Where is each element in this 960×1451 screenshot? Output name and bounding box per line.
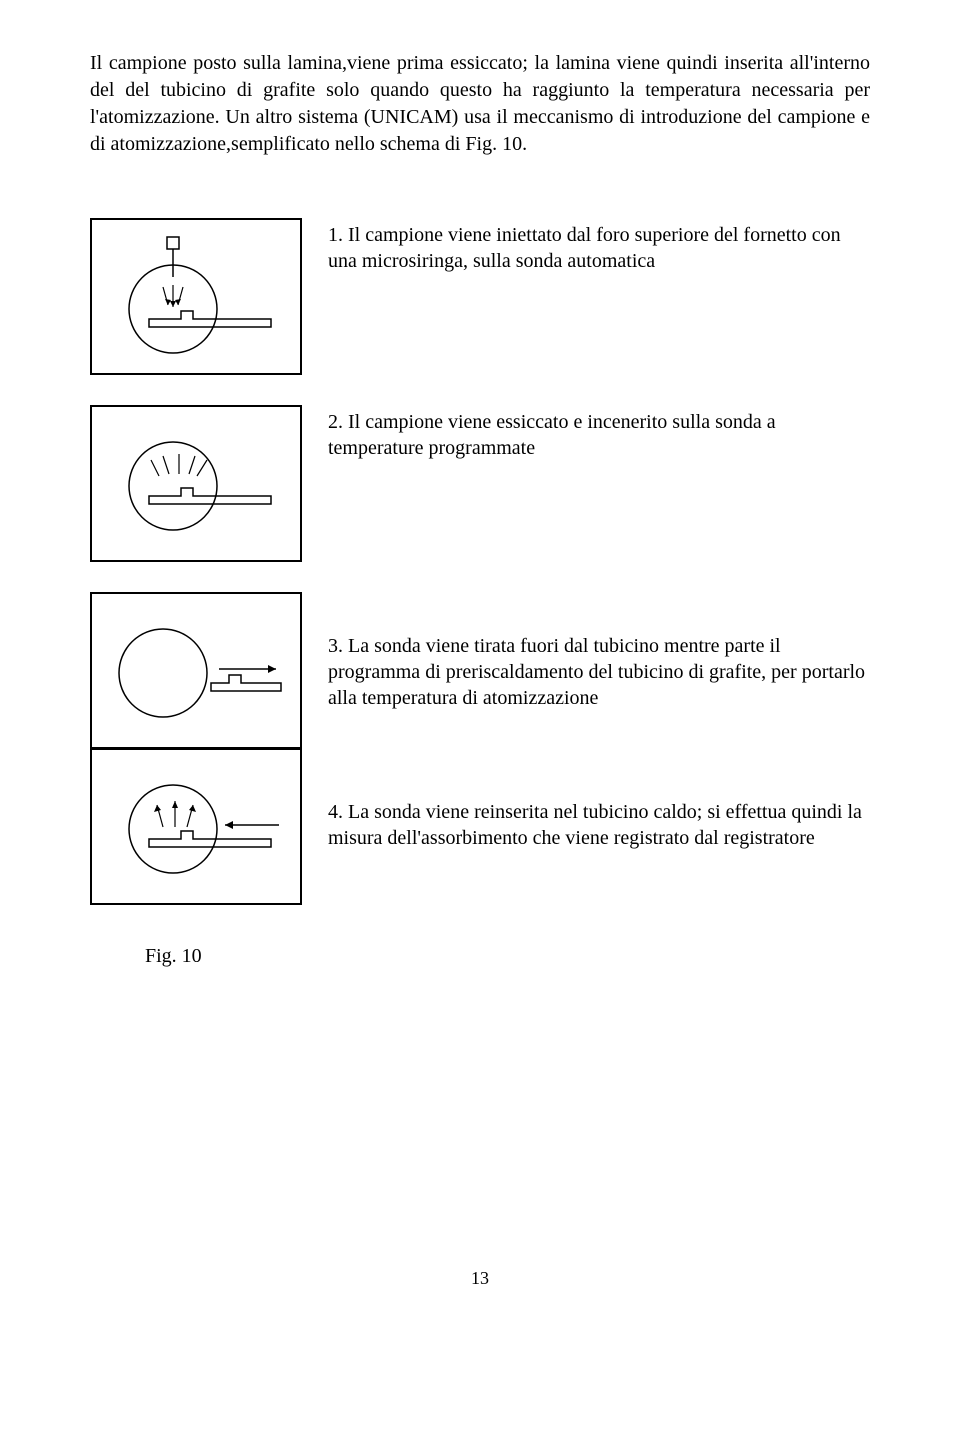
diagram-cell-1	[90, 218, 302, 375]
step-2-text: 2. Il campione viene essiccato e incener…	[302, 405, 870, 461]
diagram-svg-2	[101, 414, 291, 554]
figure-label: Fig. 10	[145, 945, 870, 968]
diagram-cell-4	[90, 748, 302, 905]
diagram-row-1: 1. Il campione viene iniettato dal foro …	[90, 218, 870, 375]
diagram-svg-4	[101, 757, 291, 897]
diagram-cell-2	[90, 405, 302, 562]
diagram-row-3-4: 3. La sonda viene tirata fuori dal tubic…	[90, 592, 870, 905]
step-1-text: 1. Il campione viene iniettato dal foro …	[302, 218, 870, 274]
diagram-row-2: 2. Il campione viene essiccato e incener…	[90, 405, 870, 562]
step-3-text: 3. La sonda viene tirata fuori dal tubic…	[328, 633, 870, 711]
page-container: Il campione posto sulla lamina,viene pri…	[0, 0, 960, 1329]
diagram-svg-3	[101, 601, 291, 741]
step-4-text: 4. La sonda viene reinserita nel tubicin…	[328, 799, 870, 851]
diagram-cell-3	[90, 592, 302, 748]
diagram-svg-1	[101, 227, 291, 367]
page-number: 13	[90, 1268, 870, 1289]
intro-paragraph: Il campione posto sulla lamina,viene pri…	[90, 50, 870, 158]
